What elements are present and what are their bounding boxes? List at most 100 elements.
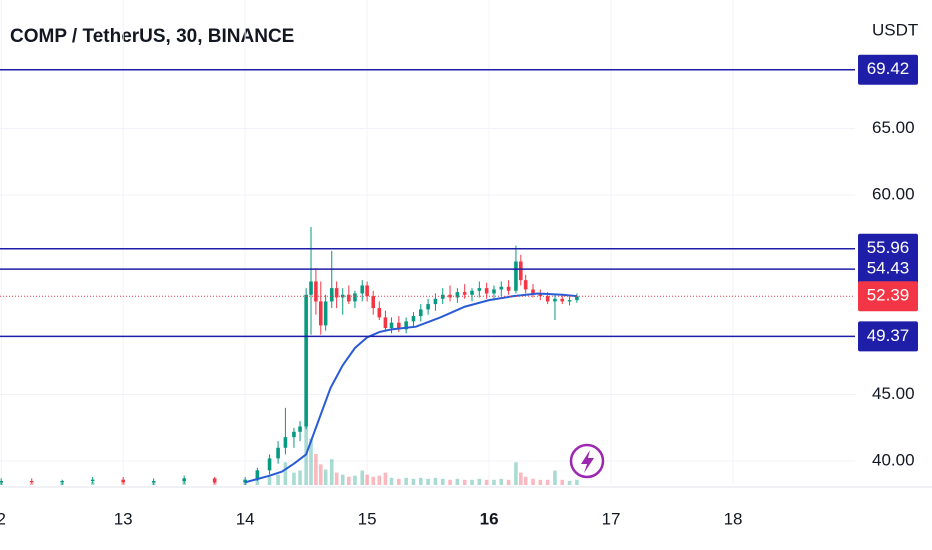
candle-body	[470, 290, 474, 295]
volume-bar	[298, 470, 302, 485]
volume-bar	[455, 478, 460, 485]
volume-bar	[397, 478, 401, 485]
volume-bar	[360, 470, 365, 485]
volume-bar	[323, 469, 328, 485]
candle-body	[560, 298, 565, 302]
volume-bar	[389, 477, 394, 485]
volume-bar	[545, 479, 550, 485]
x-tick-label: 15	[358, 509, 377, 528]
x-tick-label: 18	[724, 509, 743, 528]
volume-bar	[499, 478, 504, 485]
volume-bar	[477, 478, 482, 485]
volume-bar	[377, 475, 382, 485]
candle-body	[0, 481, 4, 483]
candle-body	[267, 458, 272, 471]
candle-body	[323, 301, 328, 326]
candle-body	[492, 289, 496, 294]
volume-bar	[318, 464, 323, 485]
volume-bar	[470, 479, 474, 485]
volume-bar	[575, 479, 579, 485]
candle-body	[404, 321, 408, 330]
volume-bar	[433, 477, 438, 485]
moving-average-line	[244, 292, 578, 484]
volume-bar	[519, 472, 523, 485]
y-tick-label: 45.00	[872, 384, 915, 403]
volume-bar	[353, 475, 357, 485]
candle-body	[304, 294, 308, 427]
candle-body	[514, 261, 518, 291]
candle-body	[371, 296, 376, 309]
candle-body	[292, 431, 296, 438]
candle-body	[462, 292, 467, 295]
x-tick-label: 13	[114, 509, 133, 528]
candle-body	[377, 308, 382, 318]
candle-body	[255, 470, 260, 480]
volume-bar	[506, 479, 511, 485]
candle-body	[182, 478, 186, 482]
flash-icon[interactable]	[569, 443, 605, 479]
candle-body	[309, 281, 313, 295]
volume-bar	[523, 476, 528, 485]
candle-body	[455, 292, 460, 298]
flash-bolt[interactable]	[581, 450, 594, 473]
volume-bar	[484, 479, 489, 485]
candle-body	[283, 437, 288, 448]
volume-bar	[462, 479, 467, 485]
candle-body	[151, 481, 156, 483]
candle-body	[121, 479, 125, 483]
candle-body	[329, 288, 334, 302]
volume-bar	[404, 477, 408, 485]
candle-body	[575, 296, 579, 301]
candle-body	[276, 447, 280, 459]
volume-bar	[371, 476, 376, 485]
candle-body	[347, 294, 351, 302]
volume-bar	[121, 482, 125, 485]
x-tick-label: 2	[0, 509, 6, 528]
candle-body	[553, 298, 557, 302]
volume-bar	[426, 478, 430, 485]
candle-body	[484, 288, 489, 294]
volume-bar	[309, 438, 313, 485]
volume-bar	[329, 459, 334, 485]
candle-body	[418, 309, 423, 317]
y-tick-label: 40.00	[872, 451, 915, 470]
candle-body	[523, 280, 528, 290]
level-label-box	[858, 54, 918, 85]
candle-body	[545, 296, 550, 302]
volume-bar	[276, 474, 280, 485]
volume-bar	[347, 476, 351, 485]
volume-bar	[538, 479, 543, 485]
level-label: 49.37	[867, 326, 910, 345]
volume-bar	[411, 478, 416, 485]
candle-body	[440, 294, 445, 299]
candle-body	[29, 481, 34, 483]
candle-body	[243, 479, 247, 483]
candle-body	[519, 261, 523, 281]
volume-bar	[334, 472, 339, 485]
candle-body	[298, 426, 302, 432]
volume-bar	[531, 478, 535, 485]
level-label: 54.43	[867, 259, 910, 278]
candle-body	[411, 316, 416, 322]
candle-body	[360, 285, 365, 294]
x-tick-label: 14	[236, 509, 255, 528]
volume-bar	[567, 480, 572, 485]
volume-bar	[255, 478, 260, 485]
candle-body	[60, 481, 65, 483]
candle-body	[567, 300, 572, 302]
volume-bar	[283, 462, 288, 485]
candle-body	[397, 322, 401, 330]
last-price-label: 52.39	[867, 286, 910, 305]
y-tick-label: 65.00	[872, 118, 915, 137]
volume-bar	[560, 479, 565, 485]
candle-body	[499, 286, 504, 290]
x-tick-label: 16	[480, 509, 499, 528]
volume-bar	[440, 478, 445, 485]
candle-body	[383, 317, 388, 329]
chart-title: COMP / TetherUS, 30, BINANCE	[10, 26, 294, 47]
volume-bar	[448, 479, 452, 485]
x-tick-label: 17	[602, 509, 621, 528]
volume-bar	[340, 474, 345, 485]
volume-bar	[292, 472, 296, 485]
